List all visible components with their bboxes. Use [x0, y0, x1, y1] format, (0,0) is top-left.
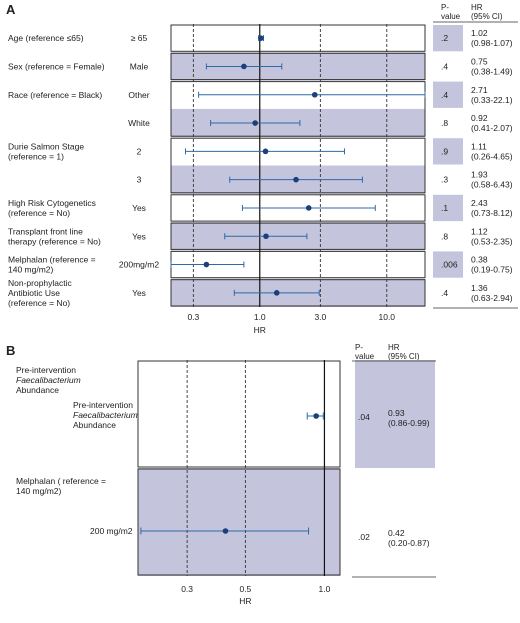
panel-b-p-shade [355, 360, 435, 468]
panel-a-hr-ci-text: 1.93 (0.58-6.43) [471, 170, 513, 190]
panel-a-group-label: High Risk Cytogenetics (reference = No) [8, 198, 96, 218]
panel-a-p-shade [433, 251, 463, 278]
panel-a-hr-point [293, 176, 299, 183]
panel-a-xtick-label: 10.0 [378, 312, 395, 322]
panel-a-xtick-label: 3.0 [314, 312, 326, 322]
panel-b-hr-point [222, 528, 229, 534]
panel-b-row-shade [138, 468, 340, 576]
panel-a-p-header: P-value [441, 3, 461, 21]
panel-b-hr-header: HR (95% CI) [388, 343, 420, 361]
panel-a-xtick-label: 1.0 [254, 312, 266, 322]
panel-a-group-box [170, 279, 426, 307]
panel-b-hr-ci-text: 0.42 (0.20-0.87) [388, 528, 430, 548]
panel-b-xtick-label: 0.3 [181, 584, 193, 594]
panel-a-hr-ci-text: 2.71 (0.33-22.1) [471, 85, 513, 105]
panel-a-hr-point [305, 205, 312, 211]
panel-a-group-box [170, 137, 426, 194]
panel-a-level-label: 200mg/m2 [119, 260, 159, 270]
panel-a-group-box [170, 81, 426, 137]
panel-a-level-label: Male [130, 61, 149, 71]
panel-a-hr-ci-text: 2.43 (0.73-8.12) [471, 198, 513, 218]
panel-a-p-shade [433, 138, 463, 165]
panel-b-p-header: P-value [355, 343, 375, 361]
panel-a-p-shade [433, 81, 463, 108]
panel-a-group-label: Durie Salmon Stage (reference = 1) [8, 141, 84, 161]
panel-b-level-label: Pre-intervention Faecalibacterium Abundanc… [73, 400, 138, 430]
panel-a-p-value: .4 [441, 288, 448, 298]
panel-a-level-label: ≥ 65 [131, 33, 148, 43]
panel-a-p-value: .8 [441, 118, 448, 128]
panel-b-group-label: Melphalan ( reference = 140 mg/m2) [16, 476, 106, 496]
panel-a-hr-ci-text: 1.12 (0.53-2.35) [471, 226, 513, 246]
panel-a-group-box [170, 194, 426, 222]
panel-b-hr-ci-text: 0.93 (0.86-0.99) [388, 408, 430, 428]
panel-a-hr-ci-text: 1.36 (0.63-2.94) [471, 283, 513, 303]
panel-a-level-label: Yes [132, 288, 146, 298]
panel-a-group-label: Melphalan (reference = 140 mg/m2) [8, 255, 96, 275]
panel-a-level-label: Yes [132, 203, 146, 213]
panel-a-hr-point [203, 261, 210, 268]
panel-a-hr-point [262, 148, 269, 155]
panel-a-group-label: Race (reference = Black) [8, 90, 102, 100]
panel-a-p-value: .2 [441, 33, 448, 43]
panel-b-group-box [137, 360, 341, 468]
panel-b-xtick-label: 1.0 [319, 584, 331, 594]
panel-a-group-box [170, 24, 426, 52]
panel-a-p-value: .1 [441, 203, 448, 213]
panel-a-level-label: 2 [137, 146, 142, 156]
panel-a-hr-ci-text: 0.75 (0.38-1.49) [471, 56, 513, 76]
panel-a-p-value: .8 [441, 231, 448, 241]
panel-a-p-value: .3 [441, 175, 448, 185]
panel-a-p-value: .9 [441, 146, 448, 156]
panel-b-label: B [6, 343, 15, 358]
panel-a-hr-point [252, 120, 258, 126]
panel-b-level-label: 200 mg/m2 [90, 526, 133, 536]
panel-a-group-label: Non-prophylactic Antibiotic Use (reference… [8, 278, 73, 308]
panel-a-hr-point [258, 35, 264, 41]
panel-b-group-box [137, 468, 341, 576]
panel-a-level-label: White [128, 118, 150, 128]
panel-a-group-label: Age (reference ≤65) [8, 33, 84, 43]
panel-a-hr-ci-text: 1.11 (0.26-4.65) [471, 141, 513, 161]
panel-a-hr-point [241, 63, 247, 70]
panel-a-group-label: Sex (reference = Female) [8, 61, 105, 71]
panel-a-group-label: Transplant front line therapy (reference … [8, 226, 101, 246]
panel-a-label: A [6, 2, 16, 17]
panel-a-p-shade [433, 194, 463, 222]
panel-b-p-value: .02 [358, 532, 370, 542]
panel-b-xtick-label: 0.5 [239, 584, 251, 594]
panel-a-group-box [170, 222, 426, 250]
panel-a-hr-ci-text: 1.02 (0.98-1.07) [471, 28, 513, 48]
panel-a-p-shade [433, 25, 463, 52]
panel-a-hr-point [273, 290, 280, 296]
panel-b-xlabel: HR [239, 596, 251, 606]
panel-a-xtick-label: 0.3 [187, 312, 199, 322]
panel-a-p-value: .4 [441, 61, 448, 71]
panel-a-level-label: Other [128, 90, 149, 100]
panel-b-hr-point [313, 413, 319, 419]
panel-b-group-label: Pre-intervention Faecalibacterium Abundanc… [16, 365, 81, 395]
panel-a-hr-point [311, 91, 318, 98]
panel-a-group-box [170, 52, 426, 81]
panel-a-p-value: .006 [441, 260, 458, 270]
panel-a-hr-ci-text: 0.92 (0.41-2.07) [471, 113, 513, 133]
panel-a-p-value: .4 [441, 90, 448, 100]
panel-a-xlabel: HR [254, 325, 266, 335]
panel-b-p-value: .04 [358, 412, 370, 422]
panel-a-hr-ci-text: 0.38 (0.19-0.75) [471, 255, 513, 275]
panel-a-hr-point [263, 233, 269, 240]
panel-a-hr-header: HR (95% CI) [471, 3, 503, 21]
panel-a-level-label: 3 [137, 175, 142, 185]
panel-a-level-label: Yes [132, 231, 146, 241]
